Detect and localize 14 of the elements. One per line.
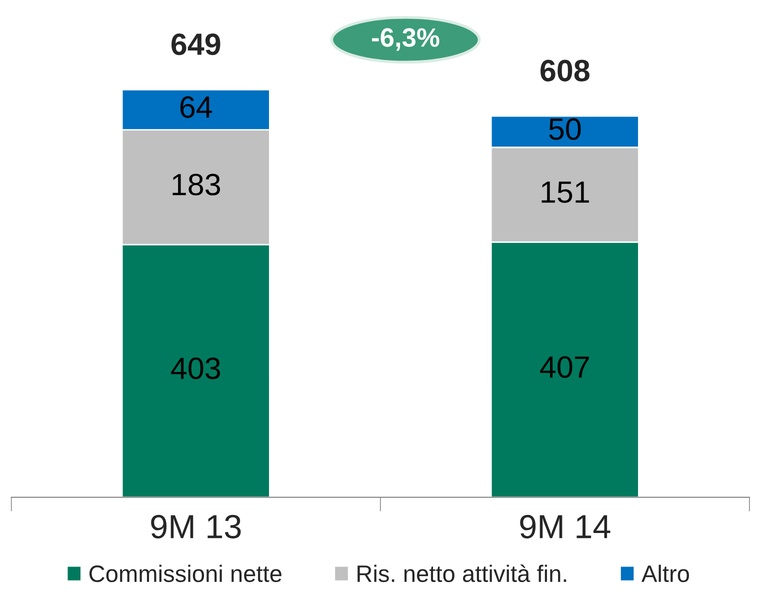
data-label: 64 [180,96,212,118]
data-label: 407 [540,356,589,378]
total-label: 608 [540,60,590,82]
text: -6,3% [372,28,440,51]
data-label: 151 [542,182,589,203]
total-label: 649 [172,33,220,56]
legend-label: Ris. netto attività fin. [358,564,566,582]
data-label: 183 [172,174,220,196]
legend-label: Altro [641,564,689,582]
data-label: 403 [171,358,220,380]
legend-label: Commissioni nette [89,564,282,582]
data-label: 50 [549,118,581,140]
x-tick-label: 9M 13 [151,514,241,538]
x-tick-label: 9M 14 [520,514,610,538]
